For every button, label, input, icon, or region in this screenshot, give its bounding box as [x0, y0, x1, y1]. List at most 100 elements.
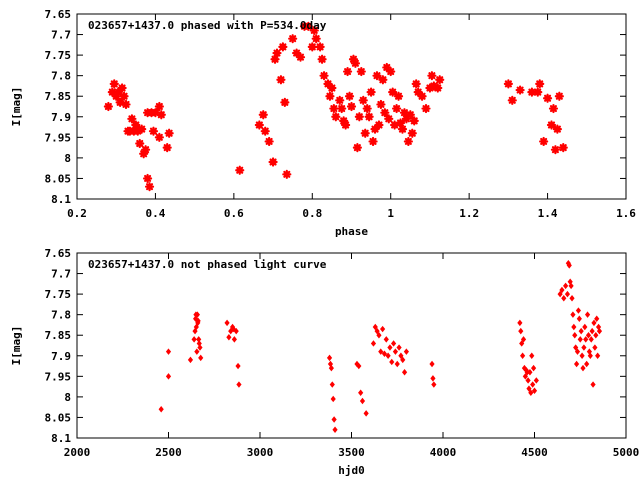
data-point — [288, 34, 298, 44]
data-point — [527, 87, 537, 97]
data-point — [409, 116, 419, 126]
data-point — [430, 375, 436, 382]
data-point — [397, 124, 408, 134]
data-point — [362, 103, 372, 114]
data-points — [103, 21, 568, 192]
y-ticks: 7.65 7.7 7.75 7.8 7.85 7.9 7.95 8 8.05 8.1 — [45, 8, 626, 206]
data-point — [121, 99, 131, 110]
data-point — [548, 103, 559, 114]
data-point — [323, 79, 333, 89]
data-point — [550, 145, 561, 155]
data-point — [165, 373, 172, 380]
data-point — [552, 124, 562, 134]
data-point — [395, 118, 406, 128]
data-point — [413, 87, 423, 97]
data-point — [518, 327, 524, 335]
x-axis-label: phase — [335, 225, 368, 238]
data-point — [396, 344, 402, 351]
data-point — [503, 79, 513, 89]
x-tick-label: 3500 — [338, 446, 365, 459]
data-point — [350, 58, 361, 68]
data-point — [133, 126, 143, 136]
data-point — [158, 405, 164, 413]
y-axis-label: I[mag] — [10, 87, 23, 127]
data-point — [596, 327, 603, 335]
data-point — [326, 354, 333, 362]
x-tick-label: 1 — [387, 207, 394, 220]
data-point — [356, 362, 362, 370]
plot-frame — [76, 13, 627, 200]
data-point — [530, 381, 536, 388]
data-point — [113, 87, 123, 97]
data-point — [328, 364, 334, 372]
data-point — [352, 143, 362, 153]
data-point — [280, 97, 290, 107]
data-point — [137, 124, 147, 134]
x-axis-label: hjd0 — [338, 464, 365, 477]
data-point — [594, 315, 600, 323]
data-point — [236, 381, 242, 388]
data-point — [335, 95, 345, 105]
data-point — [417, 91, 427, 101]
data-point — [154, 101, 164, 112]
data-point — [435, 75, 445, 85]
y-tick-label: 7.7 — [51, 268, 71, 281]
data-point — [578, 327, 584, 335]
data-point — [231, 336, 237, 343]
chart-title: 023657+1437.0 not phased light curve — [88, 258, 327, 271]
data-point — [529, 352, 535, 360]
data-point — [319, 71, 329, 81]
data-point — [570, 311, 576, 318]
data-point — [558, 143, 568, 153]
data-point — [546, 120, 557, 130]
data-point — [525, 377, 531, 384]
x-tick-label: 1.6 — [616, 207, 636, 220]
data-point — [527, 368, 533, 376]
data-point — [574, 348, 581, 355]
data-point — [192, 315, 199, 323]
data-point — [573, 344, 579, 351]
data-point — [164, 128, 174, 138]
data-point — [576, 315, 582, 323]
y-tick-label: 8.1 — [51, 432, 71, 445]
data-point — [162, 143, 172, 153]
data-point — [341, 120, 351, 130]
data-point — [194, 348, 200, 355]
data-point — [507, 95, 517, 105]
data-point — [376, 331, 382, 339]
data-point — [331, 416, 337, 423]
data-point — [372, 323, 378, 331]
data-points — [158, 260, 603, 434]
data-point — [595, 352, 601, 360]
data-point — [401, 368, 408, 376]
data-point — [421, 103, 431, 114]
data-point — [165, 348, 172, 355]
data-point — [411, 79, 421, 89]
y-tick-label: 7.75 — [45, 288, 72, 301]
x-tick-label: 4500 — [521, 446, 548, 459]
data-point — [571, 323, 577, 331]
data-point — [115, 97, 125, 107]
data-point — [141, 145, 151, 155]
data-point — [390, 340, 397, 347]
data-point — [382, 62, 392, 73]
data-point — [387, 344, 393, 351]
data-point — [197, 344, 203, 351]
data-point — [584, 311, 591, 318]
data-point — [360, 128, 370, 138]
data-point — [386, 66, 396, 77]
y-ticks: 7.65 7.7 7.75 7.8 7.85 7.9 7.95 8 8.05 8.1 — [45, 247, 626, 445]
data-point — [533, 377, 539, 384]
data-point — [515, 85, 525, 95]
data-point — [268, 157, 278, 167]
data-point — [337, 103, 347, 114]
data-point — [270, 54, 280, 64]
unphased-light-curve-panel: 2000 2500 3000 3500 4000 4500 5000 7.65 7.7 7.75… — [10, 247, 639, 477]
data-point — [400, 356, 406, 364]
data-point — [569, 294, 575, 302]
data-point — [235, 165, 245, 175]
data-point — [325, 91, 335, 101]
data-point — [127, 114, 137, 124]
data-point — [531, 387, 538, 394]
